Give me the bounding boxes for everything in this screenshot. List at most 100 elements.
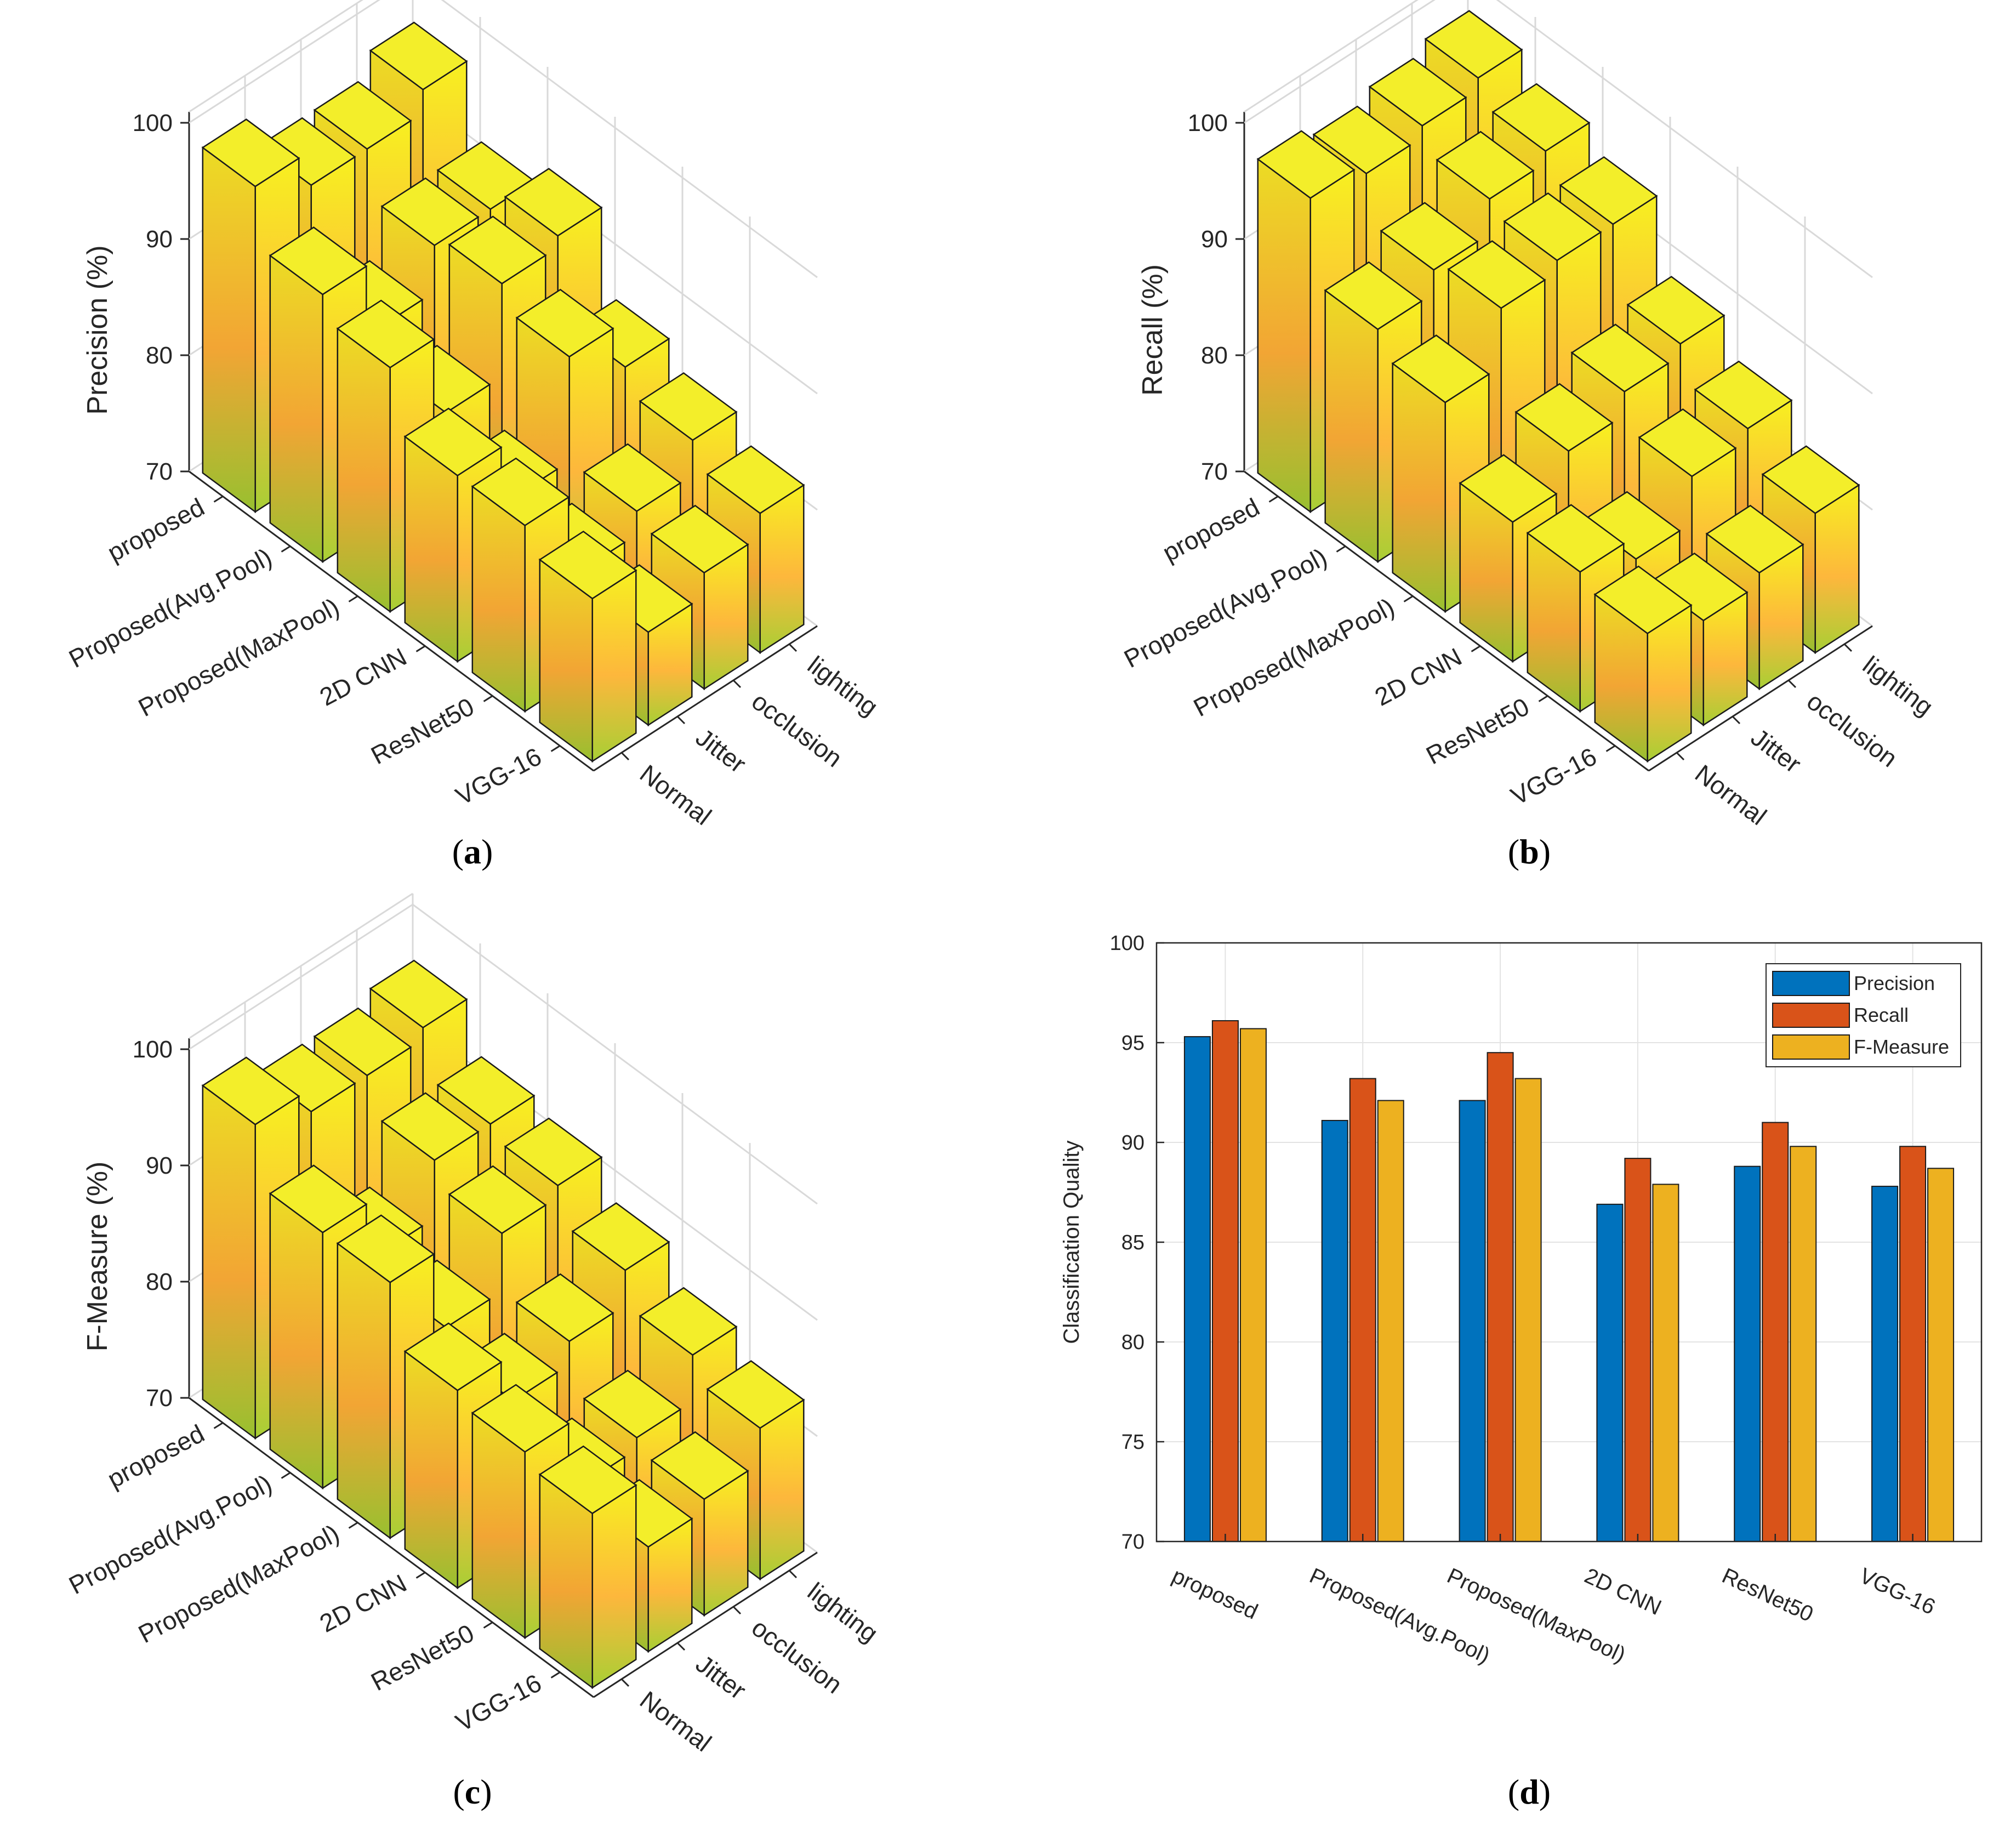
bar-top-face bbox=[1447, 240, 1546, 309]
bar-top-face bbox=[369, 21, 468, 90]
bar-front-face bbox=[759, 1398, 805, 1580]
method-tick-mark bbox=[415, 645, 426, 652]
bar-top-face bbox=[448, 215, 547, 285]
z-tick-label: 80 bbox=[1201, 342, 1228, 369]
legend-swatch-f-measure bbox=[1772, 1034, 1850, 1060]
condition-label-occlusion: occlusion bbox=[747, 686, 847, 772]
bar-top-face bbox=[313, 81, 412, 150]
bar-top-face bbox=[1626, 276, 1725, 345]
condition-tick-mark bbox=[620, 1678, 630, 1687]
bar-top-face bbox=[504, 168, 603, 237]
bar-top-face bbox=[639, 372, 738, 441]
bars bbox=[1256, 10, 1860, 763]
bar-top-face bbox=[1459, 454, 1558, 523]
condition-tick-mark bbox=[732, 1606, 742, 1615]
bar-top-face bbox=[201, 118, 300, 187]
bar-side-face bbox=[337, 1242, 391, 1540]
legend-swatch-recall bbox=[1772, 1003, 1850, 1028]
x-tick-label-resnet50: ResNet50 bbox=[1718, 1563, 1817, 1626]
method-tick-mark bbox=[281, 545, 291, 553]
method-tick-mark bbox=[213, 1422, 224, 1429]
bar-side-face bbox=[337, 327, 391, 613]
bar-proposed-normal bbox=[201, 118, 300, 514]
condition-tick-mark bbox=[1676, 752, 1685, 761]
condition-tick-mark bbox=[676, 715, 686, 725]
bar-recall-vgg-16 bbox=[1899, 1146, 1927, 1542]
method-label-vgg-16: VGG-16 bbox=[451, 742, 546, 810]
bar-f-measure-proposed-avg-pool bbox=[1377, 1100, 1404, 1543]
bar-front-face bbox=[759, 483, 805, 654]
panel-label-a: (a) bbox=[452, 832, 493, 871]
bar-top-face bbox=[1391, 334, 1490, 403]
bar-top-face bbox=[650, 1431, 749, 1500]
bar-top-face bbox=[1324, 261, 1423, 331]
wall-grid-z-100 bbox=[189, 903, 413, 1050]
panel-label-b: (b) bbox=[1508, 832, 1551, 871]
legend-label-recall: Recall bbox=[1854, 1004, 1909, 1026]
bar-recall-proposed-maxpool bbox=[1487, 1052, 1514, 1542]
y-tick-label: 80 bbox=[1121, 1331, 1144, 1354]
bar-top-face bbox=[1424, 10, 1523, 79]
bar-top-face bbox=[1380, 202, 1479, 271]
wall-grid-z-100 bbox=[1244, 0, 1436, 124]
method-label-2d-cnn: 2D CNN bbox=[1370, 642, 1467, 711]
bar-vgg-16-normal bbox=[1593, 565, 1693, 763]
legend-label-precision: Precision bbox=[1854, 972, 1935, 994]
bar-top-face bbox=[313, 1007, 412, 1077]
method-tick-mark bbox=[1538, 695, 1548, 702]
condition-tick-mark bbox=[732, 679, 742, 689]
bar-side-face bbox=[1324, 289, 1379, 564]
bar-recall-resnet50 bbox=[1762, 1122, 1789, 1542]
x-tick-label-proposed: proposed bbox=[1169, 1563, 1262, 1624]
bar-top-face bbox=[1570, 323, 1670, 393]
condition-axis-line bbox=[593, 1551, 818, 1698]
method-label-2d-cnn: 2D CNN bbox=[315, 1568, 412, 1637]
bar-top-face bbox=[504, 1117, 603, 1187]
bar-side-face bbox=[269, 1192, 323, 1490]
bar-top-face bbox=[336, 299, 435, 369]
bar-top-face bbox=[471, 457, 570, 527]
y-tick-label: 75 bbox=[1121, 1431, 1144, 1454]
bar-top-face bbox=[403, 407, 503, 477]
z-tick-label: 80 bbox=[146, 1269, 173, 1295]
condition-label-lighting: lighting bbox=[1858, 650, 1939, 721]
y-tick-label: 100 bbox=[1110, 932, 1144, 955]
bar-top-face bbox=[1593, 565, 1693, 635]
method-axis-line bbox=[189, 470, 594, 772]
bar-proposed-maxpool-normal bbox=[1391, 334, 1490, 613]
z-tick-label: 70 bbox=[146, 458, 173, 485]
condition-tick-mark bbox=[620, 752, 630, 761]
method-tick-mark bbox=[550, 1671, 561, 1679]
z-tick-label: 70 bbox=[1201, 458, 1228, 485]
method-axis-line bbox=[189, 1397, 594, 1698]
condition-label-normal: Normal bbox=[635, 1685, 717, 1757]
bar-top-face bbox=[706, 1360, 805, 1429]
bar-f-measure-vgg-16 bbox=[1927, 1168, 1955, 1543]
bar-top-face bbox=[1559, 156, 1658, 225]
bar-vgg-16-normal bbox=[538, 1445, 637, 1690]
bar-side-face bbox=[202, 1084, 256, 1440]
method-label-resnet50: ResNet50 bbox=[1421, 692, 1534, 770]
method-tick-mark bbox=[281, 1472, 291, 1479]
bar-front-face bbox=[1814, 483, 1860, 654]
x-tick-label-2d-cnn: 2D CNN bbox=[1581, 1563, 1665, 1620]
legend-label-f-measure: F-Measure bbox=[1854, 1036, 1949, 1058]
condition-label-lighting: lighting bbox=[802, 1577, 884, 1647]
method-tick-mark bbox=[348, 1522, 358, 1529]
bar-top-face bbox=[515, 288, 614, 358]
bar-f-measure-2d-cnn bbox=[1652, 1184, 1679, 1542]
bars bbox=[201, 959, 805, 1690]
z-tick-label: 70 bbox=[146, 1385, 173, 1412]
bar-top-face bbox=[1436, 130, 1535, 200]
bar-side-face bbox=[269, 254, 323, 564]
method-label-2d-cnn: 2D CNN bbox=[315, 642, 412, 711]
bar-top-face bbox=[380, 1092, 480, 1161]
condition-tick-mark bbox=[1732, 715, 1741, 725]
bar-precision-proposed bbox=[1183, 1036, 1211, 1542]
condition-label-occlusion: occlusion bbox=[747, 1613, 847, 1699]
bar-top-face bbox=[1526, 504, 1625, 573]
bar-top-face bbox=[1368, 58, 1467, 127]
z-tick-label: 90 bbox=[146, 226, 173, 253]
